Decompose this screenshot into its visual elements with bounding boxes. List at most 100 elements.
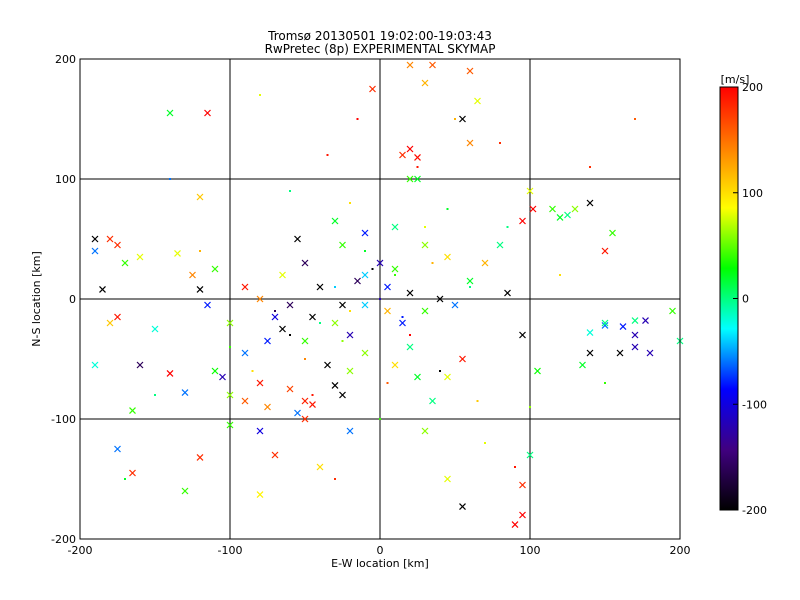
x-tick-label: -200 <box>68 544 93 557</box>
data-point-x-stroke <box>361 229 369 237</box>
data-point-x-marker <box>519 481 526 489</box>
data-point-x-stroke <box>196 453 204 461</box>
data-point-x-stroke <box>384 283 391 291</box>
data-point-x-marker <box>586 349 594 357</box>
data-point-x-marker <box>616 349 624 357</box>
data-point-x-stroke <box>459 355 466 363</box>
data-point-dot <box>514 466 516 468</box>
data-point-x-stroke <box>136 253 144 261</box>
data-point-dot <box>499 142 501 144</box>
data-point-x-marker <box>189 271 196 279</box>
data-point-x-marker <box>301 397 309 405</box>
data-point-x-marker <box>384 283 391 291</box>
data-point-x-marker <box>519 511 526 519</box>
data-point-x-stroke <box>421 79 429 87</box>
data-point-x-stroke <box>211 367 219 375</box>
data-point-x-stroke <box>519 511 526 519</box>
data-point-x-marker <box>474 97 481 105</box>
data-point-x-stroke <box>166 109 174 117</box>
data-point-x-stroke <box>421 427 429 435</box>
data-point-x-stroke <box>586 199 594 207</box>
data-point-x-stroke <box>451 301 459 309</box>
data-point-dot <box>559 274 561 276</box>
data-point-x-stroke <box>391 265 399 273</box>
data-point-x-stroke <box>526 451 534 459</box>
x-tick-label: 100 <box>520 544 541 557</box>
data-point-x-marker <box>414 373 421 381</box>
data-point-x-marker <box>361 349 369 357</box>
data-point-dot <box>349 310 351 312</box>
data-point-x-marker <box>466 67 474 75</box>
data-point-x-stroke <box>286 301 294 309</box>
data-point-x-stroke <box>504 289 511 297</box>
data-point-x-stroke <box>91 247 99 255</box>
data-point-x-marker <box>309 401 316 409</box>
data-point-x-marker <box>256 379 264 387</box>
data-point-dot <box>364 250 366 252</box>
data-point-x-marker <box>204 109 211 117</box>
data-point-dot <box>289 190 291 192</box>
data-point-x-marker <box>549 205 556 213</box>
data-point-dot <box>634 118 636 120</box>
data-point-x-marker <box>384 307 391 315</box>
data-point-x-marker <box>361 301 369 309</box>
data-point-x-stroke <box>466 67 474 75</box>
data-point-x-stroke <box>669 307 676 315</box>
data-point-dot <box>401 316 404 318</box>
data-point-x-marker <box>181 389 189 397</box>
data-point-x-marker <box>526 187 534 195</box>
data-point-x-marker <box>241 397 249 405</box>
data-point-x-marker <box>669 307 676 315</box>
data-point-x-stroke <box>444 373 451 381</box>
data-point-x-stroke <box>301 397 309 405</box>
data-point-x-marker <box>436 295 444 303</box>
data-point-x-marker <box>174 249 181 257</box>
data-point-x-stroke <box>226 421 234 429</box>
data-point-x-stroke <box>406 145 414 153</box>
data-point-x-marker <box>166 369 174 377</box>
data-point-x-stroke <box>526 187 534 195</box>
data-point-x-stroke <box>264 337 271 345</box>
data-point-x-stroke <box>556 213 564 221</box>
data-point-x-stroke <box>466 139 474 147</box>
data-point-x-marker <box>642 317 649 325</box>
data-point-dot <box>394 274 396 276</box>
data-point-x-marker <box>196 285 204 293</box>
data-point-x-stroke <box>609 229 616 237</box>
data-point-x-stroke <box>129 407 136 415</box>
y-tick-label: 200 <box>55 53 76 66</box>
data-point-x-marker <box>529 205 537 213</box>
data-point-x-marker <box>331 319 339 327</box>
data-point-x-marker <box>519 217 526 225</box>
data-point-x-marker <box>369 85 376 93</box>
data-point-x-marker <box>129 469 136 477</box>
data-point-x-stroke <box>586 349 594 357</box>
data-point-x-marker <box>301 415 309 423</box>
data-point-x-marker <box>631 343 639 351</box>
data-point-x-marker <box>91 361 99 369</box>
data-point-x-stroke <box>151 325 159 333</box>
data-point-x-stroke <box>391 361 399 369</box>
data-point-x-stroke <box>279 325 286 333</box>
data-point-x-stroke <box>331 381 339 389</box>
data-point-x-stroke <box>301 415 309 423</box>
data-point-x-marker <box>114 313 121 321</box>
data-point-x-stroke <box>121 259 129 267</box>
data-point-x-stroke <box>534 367 541 375</box>
data-point-dot <box>199 250 201 252</box>
data-point-x-stroke <box>106 319 114 327</box>
data-point-x-marker <box>114 241 121 249</box>
data-point-x-stroke <box>361 349 369 357</box>
data-point-x-marker <box>91 235 99 243</box>
y-axis-label: N-S location [km] <box>30 251 43 347</box>
data-point-x-stroke <box>529 205 537 213</box>
data-point-x-marker <box>631 317 639 325</box>
data-point-dot <box>476 400 479 402</box>
data-point-x-stroke <box>406 61 414 69</box>
data-point-x-stroke <box>346 367 354 375</box>
data-point-dot <box>259 94 261 96</box>
data-point-x-stroke <box>339 241 346 249</box>
data-point-x-marker <box>256 295 264 303</box>
data-point-x-marker <box>421 307 429 315</box>
data-point-x-marker <box>324 361 331 369</box>
